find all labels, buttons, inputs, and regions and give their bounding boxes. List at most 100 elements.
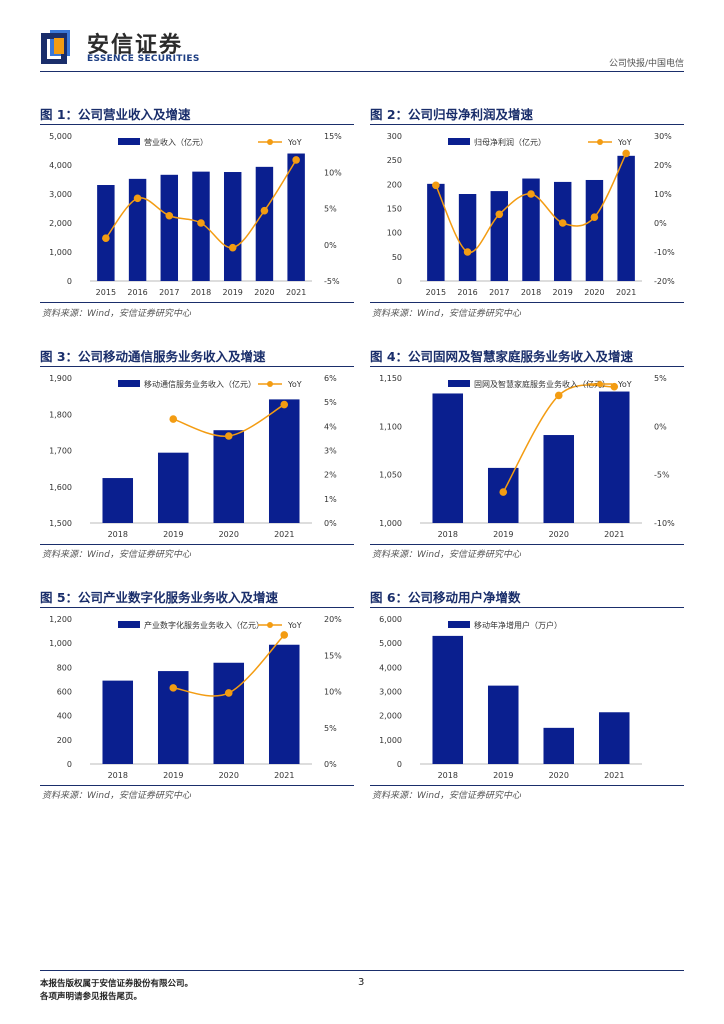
y2-tick-label: 20%: [324, 615, 342, 624]
figure-4-chart: 1,000 1,050 1,100 1,150 -10% -5% 0% 5% 2018 2019 2…: [379, 374, 675, 539]
x-tick-label: 2021: [616, 288, 636, 297]
yoy-point: [169, 415, 178, 423]
bar: [553, 181, 572, 281]
y-tick-label: 100: [387, 229, 402, 238]
y2-tick-label: 0%: [324, 760, 337, 769]
y2-tick-label: 15%: [324, 132, 342, 141]
x-tick-label: 2015: [96, 288, 116, 297]
figure-5-source: 资料来源：Wind，安信证券研究中心: [42, 791, 191, 801]
legend-line-label: YoY: [287, 380, 302, 389]
bar: [213, 430, 245, 523]
y-tick-label: 4,000: [49, 161, 72, 170]
y2-tick-label: 1%: [324, 495, 337, 504]
legend-line-label: YoY: [617, 380, 632, 389]
yoy-point: [554, 391, 563, 400]
yoy-point: [463, 248, 472, 256]
figure-5-top-rule: [40, 607, 354, 608]
x-tick-label: 2018: [108, 530, 128, 539]
yoy-point: [102, 234, 110, 243]
yoy-point: [280, 631, 289, 639]
bar: [432, 635, 464, 764]
y2-tick-label: -20%: [654, 277, 675, 286]
bar: [102, 478, 134, 523]
figure-1-top-rule: [40, 124, 354, 125]
bar: [522, 178, 540, 281]
x-tick-label: 2016: [457, 288, 477, 297]
y2-tick-label: 20%: [654, 161, 672, 170]
figure-1-chart: 0 1,000 2,000 3,000 4,000 5,000 -5% 0% 5% 10% 15% 2…: [49, 132, 342, 297]
yoy-point: [499, 488, 508, 496]
bar: [157, 452, 189, 523]
bar: [160, 174, 179, 281]
y-tick-label: 1,900: [49, 374, 72, 383]
y2-tick-label: 0%: [654, 422, 667, 431]
bar: [268, 644, 300, 764]
y-tick-label: 200: [387, 180, 402, 189]
bar: [213, 662, 245, 764]
legend-bar-swatch: [118, 380, 140, 387]
figure-3-bottom-rule: [40, 544, 354, 545]
y-tick-label: 200: [57, 736, 72, 745]
figure-2-source: 资料来源：Wind，安信证券研究中心: [372, 309, 521, 319]
bar: [490, 191, 509, 281]
y-tick-label: 1,100: [379, 422, 402, 431]
y2-tick-label: 10%: [324, 168, 342, 177]
figure-3-chart: 1,500 1,600 1,700 1,800 1,900 0% 1% 2% 3% 4% 5% 6% 2…: [49, 374, 337, 539]
x-tick-label: 2021: [274, 771, 294, 780]
x-tick-label: 2018: [438, 771, 458, 780]
x-tick-label: 2019: [493, 530, 513, 539]
page-number: 3: [358, 977, 365, 988]
figure-4-title: 图 4：公司固网及智慧家庭服务业务收入及增速: [370, 349, 634, 364]
y-tick-label: 2,000: [379, 712, 402, 721]
x-tick-label: 2019: [163, 771, 183, 780]
x-tick-label: 2020: [219, 530, 239, 539]
y2-tick-label: 5%: [324, 205, 337, 214]
figure-5-chart: 0 200 400 600 800 1,000 1,200 0% 5% 10% 15% 20% 2018…: [49, 615, 342, 780]
yoy-point: [197, 219, 205, 227]
y2-tick-label: 3%: [324, 447, 337, 456]
yoy-point: [527, 190, 535, 198]
yoy-point: [495, 210, 504, 219]
y2-tick-label: -5%: [654, 471, 670, 480]
figure-6-top-rule: [370, 607, 684, 608]
y-tick-label: 1,000: [379, 736, 402, 745]
x-tick-label: 2018: [521, 288, 541, 297]
bar: [287, 153, 305, 281]
figure-2-title: 图 2：公司归母净利润及增速: [370, 107, 534, 122]
x-tick-label: 2021: [604, 771, 624, 780]
x-tick-label: 2019: [223, 288, 243, 297]
y-tick-label: 3,000: [49, 190, 72, 199]
yoy-point: [432, 181, 440, 190]
legend-bar-label: 营业收入（亿元）: [144, 137, 208, 147]
figure-1-title: 图 1：公司营业收入及增速: [40, 107, 191, 122]
x-tick-label: 2021: [286, 288, 306, 297]
legend-line-label: YoY: [287, 621, 302, 630]
y-tick-label: 6,000: [379, 615, 402, 624]
y-tick-label: 2,000: [49, 219, 72, 228]
y2-tick-label: 10%: [324, 688, 342, 697]
legend-line-marker: [597, 139, 603, 145]
yoy-point: [228, 243, 237, 252]
y-tick-label: 4,000: [379, 663, 402, 672]
legend-bar-label: 固网及智慧家庭服务业务收入（亿元）: [474, 379, 610, 389]
x-tick-label: 2018: [191, 288, 211, 297]
yoy-point: [224, 432, 233, 440]
y-tick-label: 0: [67, 277, 72, 286]
bar: [617, 155, 635, 281]
bar: [223, 172, 242, 281]
bar: [543, 435, 575, 523]
y-tick-label: 1,700: [49, 447, 72, 456]
yoy-point: [133, 194, 142, 203]
yoy-point: [610, 382, 619, 391]
legend-bar-label: 移动通信服务业务收入（亿元）: [144, 379, 256, 389]
y2-tick-label: 6%: [324, 374, 337, 383]
figure-2-chart: 0 50 100 150 200 250 300 -20% -10% 0% 10% 20% 30% 201…: [387, 132, 675, 297]
report-type: 公司快报/中国电信: [608, 59, 684, 69]
figure-3-top-rule: [40, 366, 354, 367]
legend-bar-label: 产业数字化服务业务收入（亿元）: [144, 620, 264, 630]
legend-bar-swatch: [118, 138, 140, 145]
y-tick-label: 1,150: [379, 374, 402, 383]
y-tick-label: 5,000: [49, 132, 72, 141]
y2-tick-label: 30%: [654, 132, 672, 141]
legend-bar-swatch: [448, 138, 470, 145]
